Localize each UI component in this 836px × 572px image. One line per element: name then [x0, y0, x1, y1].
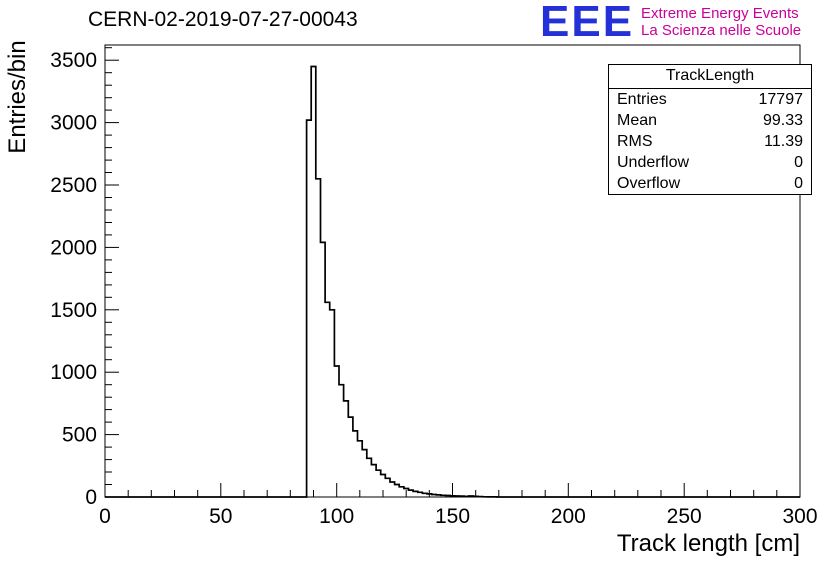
x-axis-tick-label: 200: [551, 505, 586, 528]
stats-row-mean: Mean 99.33: [609, 110, 811, 131]
x-axis-tick-label: 250: [667, 505, 702, 528]
y-axis-tick-label: 3000: [50, 112, 97, 135]
eee-logo: EEE Extreme Energy Events La Scienza nel…: [540, 0, 801, 44]
plot-title: CERN-02-2019-07-27-00043: [88, 8, 358, 31]
stats-row-overflow: Overflow 0: [609, 173, 811, 194]
stats-row-entries: Entries 17797: [609, 89, 811, 110]
stats-label: Underflow: [617, 153, 690, 171]
eee-logo-text: Extreme Energy Events La Scienza nelle S…: [641, 0, 801, 39]
y-axis-tick-label: 500: [62, 424, 97, 447]
stats-row-underflow: Underflow 0: [609, 152, 811, 173]
y-axis-tick-label: 2000: [50, 236, 97, 259]
x-axis-tick-label: 0: [99, 505, 111, 528]
y-axis-tick-label: 3500: [50, 49, 97, 72]
stats-label: Entries: [617, 90, 667, 108]
histogram-line: [105, 65, 800, 498]
stats-row-rms: RMS 11.39: [609, 131, 811, 152]
stats-value: 0: [794, 153, 803, 171]
stats-label: RMS: [617, 132, 653, 150]
stats-value: 11.39: [764, 132, 803, 150]
x-axis-title: Track length [cm]: [617, 530, 800, 557]
stats-value: 17797: [758, 90, 804, 108]
stats-box-title: TrackLength: [609, 65, 811, 89]
y-axis-tick-label: 1000: [50, 361, 97, 384]
x-axis-tick-label: 300: [782, 505, 817, 528]
stats-box: TrackLength Entries 17797 Mean 99.33 RMS…: [608, 64, 812, 195]
eee-logo-line2: La Scienza nelle Scuole: [641, 22, 802, 39]
eee-logo-letters: EEE: [540, 0, 635, 46]
y-axis-tick-label: 0: [85, 486, 97, 509]
x-axis-tick-label: 150: [435, 505, 470, 528]
y-axis-title: Entries/bin: [4, 40, 31, 153]
x-axis-tick-label: 100: [319, 505, 354, 528]
stats-label: Mean: [617, 111, 658, 129]
y-axis-tick-label: 2500: [50, 174, 97, 197]
stats-label: Overflow: [617, 174, 681, 192]
eee-logo-line1: Extreme Energy Events: [641, 5, 799, 22]
stats-value: 0: [794, 174, 803, 192]
y-axis-tick-label: 1500: [50, 299, 97, 322]
x-axis-tick-label: 50: [209, 505, 232, 528]
stats-value: 99.33: [762, 111, 803, 129]
